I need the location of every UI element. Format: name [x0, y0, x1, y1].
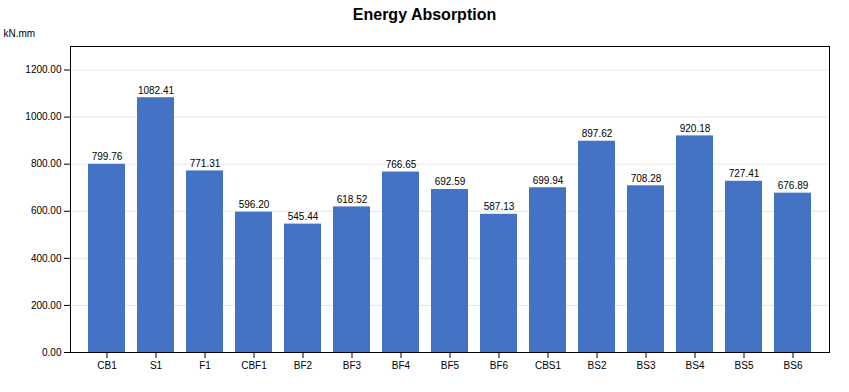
svg-text:BF2: BF2 [294, 360, 313, 371]
svg-text:CB1: CB1 [97, 360, 117, 371]
svg-text:920.18: 920.18 [680, 123, 711, 134]
svg-text:BF4: BF4 [392, 360, 411, 371]
svg-text:CBS1: CBS1 [535, 360, 562, 371]
svg-text:771.31: 771.31 [190, 158, 221, 169]
svg-text:BS5: BS5 [735, 360, 754, 371]
svg-text:708.28: 708.28 [631, 173, 662, 184]
svg-text:400.00: 400.00 [31, 253, 62, 264]
svg-text:699.94: 699.94 [533, 175, 564, 186]
svg-text:766.65: 766.65 [386, 159, 417, 170]
svg-text:676.89: 676.89 [778, 180, 809, 191]
svg-text:799.76: 799.76 [92, 151, 123, 162]
svg-text:897.62: 897.62 [582, 128, 613, 139]
svg-text:200.00: 200.00 [31, 300, 62, 311]
svg-text:692.59: 692.59 [435, 176, 466, 187]
svg-text:1082.41: 1082.41 [138, 85, 175, 96]
svg-text:F1: F1 [199, 360, 211, 371]
svg-text:BF6: BF6 [490, 360, 509, 371]
svg-text:545.44: 545.44 [288, 211, 319, 222]
svg-text:596.20: 596.20 [239, 199, 270, 210]
html-text:Energy Absorption: Energy Absorption [352, 6, 497, 23]
svg-text:800.00: 800.00 [31, 158, 62, 169]
svg-text:BS6: BS6 [784, 360, 803, 371]
svg-text:618.52: 618.52 [337, 194, 368, 205]
svg-text:1200.00: 1200.00 [25, 64, 62, 75]
svg-text:BS2: BS2 [588, 360, 607, 371]
svg-text:1000.00: 1000.00 [25, 111, 62, 122]
svg-text:BF3: BF3 [343, 360, 362, 371]
svg-text:BF5: BF5 [441, 360, 460, 371]
svg-text:587.13: 587.13 [484, 201, 515, 212]
svg-text:CBF1: CBF1 [241, 360, 267, 371]
svg-text:kN.mm: kN.mm [4, 28, 36, 39]
svg-text:0.00: 0.00 [42, 347, 62, 358]
svg-text:BS3: BS3 [637, 360, 656, 371]
svg-text:BS4: BS4 [686, 360, 705, 371]
svg-text:727.41: 727.41 [729, 168, 760, 179]
svg-text:S1: S1 [150, 360, 163, 371]
svg-text:600.00: 600.00 [31, 205, 62, 216]
